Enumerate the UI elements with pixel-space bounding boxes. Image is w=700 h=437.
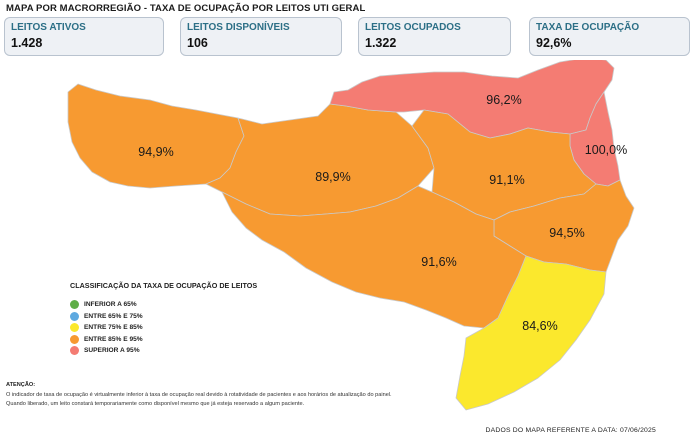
- card-value: 92,6%: [536, 36, 572, 50]
- card-label: LEITOS DISPONÍVEIS: [187, 22, 290, 33]
- card-value: 1.322: [365, 36, 397, 50]
- region-label-north: 96,2%: [486, 93, 521, 107]
- legend: CLASSIFICAÇÃO DA TAXA DE OCUPAÇÃO DE LEI…: [70, 281, 257, 357]
- legend-label: ENTRE 65% E 75%: [84, 312, 143, 320]
- card-value: 1.428: [11, 36, 43, 50]
- attention-line: O indicador de taxa de ocupação é virtua…: [6, 391, 392, 398]
- legend-item: INFERIOR A 65%: [70, 299, 257, 311]
- legend-item: ENTRE 75% E 85%: [70, 322, 257, 334]
- region-label-greater-florianopolis: 94,5%: [549, 226, 584, 240]
- legend-label: INFERIOR A 65%: [84, 301, 137, 309]
- state-map: 94,9% 89,9% 96,2% 100,0% 91,1% 94,5% 91,…: [67, 60, 635, 411]
- region-label-vale: 91,1%: [489, 173, 524, 187]
- card-label: LEITOS ATIVOS: [11, 22, 86, 33]
- legend-label: SUPERIOR A 95%: [84, 347, 140, 355]
- legend-label: ENTRE 75% E 85%: [84, 324, 143, 332]
- card-leitos-ativos: LEITOS ATIVOS 1.428: [4, 17, 164, 56]
- legend-dot: [70, 311, 79, 321]
- legend-item: ENTRE 85% E 95%: [70, 334, 257, 346]
- card-leitos-ocupados: LEITOS OCUPADOS 1.322: [358, 17, 511, 56]
- attention-line: Quando liberado, um leito constará tempo…: [6, 401, 305, 407]
- card-leitos-disponiveis: LEITOS DISPONÍVEIS 106: [180, 17, 342, 56]
- card-taxa-ocupacao: TAXA DE OCUPAÇÃO 92,6%: [529, 17, 690, 56]
- data-reference-date: DADOS DO MAPA REFERENTE A DATA: 07/06/20…: [485, 427, 656, 434]
- legend-label: ENTRE 85% E 95%: [84, 335, 143, 343]
- legend-item: ENTRE 65% E 75%: [70, 311, 257, 323]
- card-label: TAXA DE OCUPAÇÃO: [536, 22, 640, 33]
- region-far-west[interactable]: [67, 83, 245, 189]
- region-label-plateau: 91,6%: [421, 255, 456, 269]
- page-title: MAPA POR MACRORREGIÃO - TAXA DE OCUPAÇÃO…: [6, 3, 366, 14]
- region-label-far-west: 94,9%: [138, 145, 173, 159]
- region-south[interactable]: [455, 255, 607, 411]
- attention-title: ATENÇÃO:: [6, 382, 36, 388]
- attention-note: ATENÇÃO: O indicador de taxa de ocupação…: [6, 381, 392, 410]
- region-label-northeast: 100,0%: [585, 143, 627, 157]
- legend-dot: [70, 334, 79, 344]
- card-value: 106: [187, 36, 208, 50]
- card-label: LEITOS OCUPADOS: [365, 22, 461, 33]
- region-label-south: 84,6%: [522, 319, 557, 333]
- region-label-midwest: 89,9%: [315, 170, 350, 184]
- legend-dot: [70, 346, 79, 356]
- legend-dot: [70, 300, 79, 310]
- legend-item: SUPERIOR A 95%: [70, 345, 257, 357]
- legend-title: CLASSIFICAÇÃO DA TAXA DE OCUPAÇÃO DE LEI…: [70, 281, 258, 290]
- legend-dot: [70, 323, 79, 333]
